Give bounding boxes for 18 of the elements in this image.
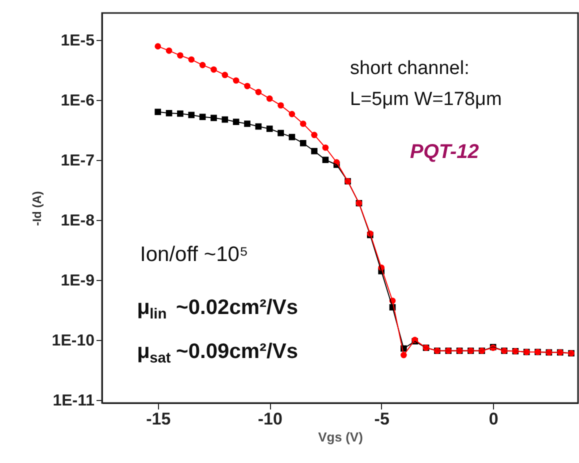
annotation: Ion/off ~10⁵: [140, 243, 248, 266]
y-tick-label: 1E-7: [60, 152, 95, 170]
point: [154, 108, 162, 116]
y-tick-label: 1E-6: [60, 92, 95, 110]
y-tick-label: 1E-8: [60, 212, 95, 230]
x-tick-label: 0: [488, 410, 498, 428]
x-axis-title: Vgs (V): [318, 430, 363, 444]
y-tick-label: 1E-11: [52, 392, 95, 410]
annotation: L=5μm W=178μm: [350, 89, 502, 110]
x-tick-label: -15: [146, 410, 171, 428]
annotation: short channel:: [350, 58, 470, 79]
y-axis-title: -Id (A): [30, 191, 44, 226]
y-tick-label: 1E-10: [52, 332, 95, 350]
y-tick-label: 1E-5: [60, 32, 95, 50]
y-tick-label: 1E-9: [60, 272, 95, 290]
x-tick-label: -10: [258, 410, 282, 428]
x-tick-label: -5: [374, 410, 390, 428]
annotation: PQT-12: [410, 141, 479, 163]
